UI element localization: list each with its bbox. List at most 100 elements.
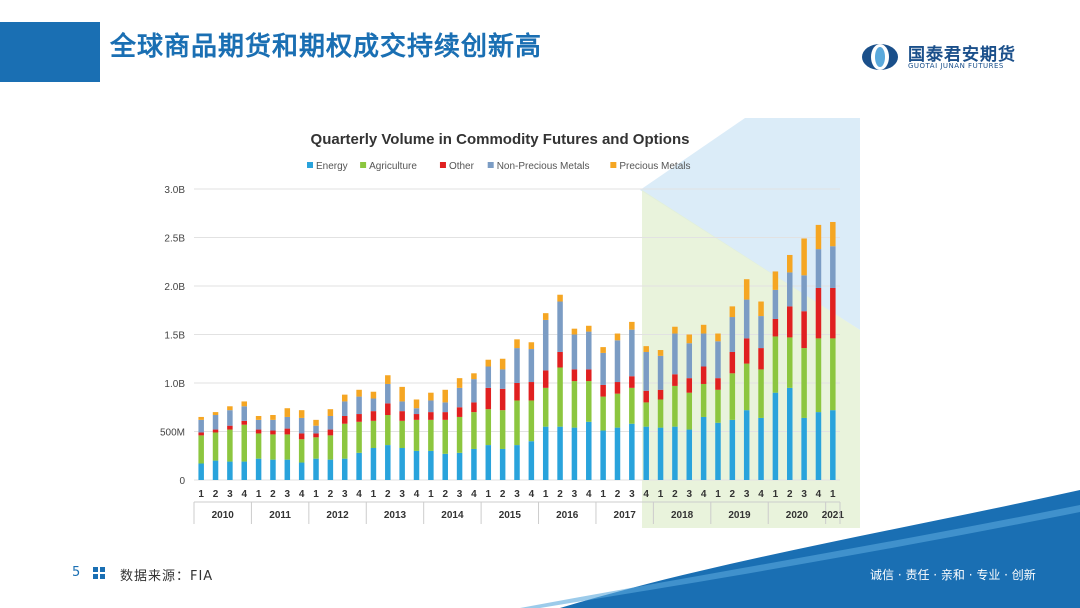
bar-segment — [743, 279, 750, 300]
bar-segment — [313, 437, 319, 459]
bar-segment — [700, 366, 707, 384]
bar-segment — [399, 386, 405, 402]
bar-segment — [571, 381, 578, 428]
x-quarter-label: 3 — [457, 489, 463, 500]
bar-segment — [614, 333, 621, 341]
legend-label-0: Energy — [316, 161, 348, 172]
bar-segment — [758, 348, 764, 370]
x-quarter-label: 3 — [227, 489, 233, 500]
bar-segment — [356, 389, 362, 397]
bar-segment — [284, 416, 291, 429]
bar-segment — [298, 462, 305, 480]
bar-segment — [442, 389, 448, 403]
bar-segment — [327, 435, 334, 460]
bar-segment — [542, 370, 549, 388]
bar-segment — [729, 317, 736, 352]
bar-segment — [700, 383, 707, 417]
bar-segment — [341, 458, 348, 480]
bar-segment — [227, 410, 233, 426]
bar-segment — [586, 369, 592, 382]
bar-segment — [772, 318, 779, 337]
bar-segment — [629, 329, 635, 377]
bar-segment — [370, 398, 377, 412]
x-year-label: 2015 — [499, 510, 522, 521]
bar-segment — [227, 406, 233, 411]
bar-segment — [571, 427, 578, 480]
y-tick-label: 1.0B — [164, 379, 185, 390]
bar-segment — [442, 412, 448, 420]
x-quarter-label: 2 — [500, 489, 506, 500]
guotai-junan-logo-icon — [862, 44, 898, 70]
bar-segment — [672, 326, 678, 334]
bar-segment — [686, 429, 693, 480]
y-tick-label: 2.5B — [164, 234, 185, 245]
bar-segment — [557, 294, 563, 302]
x-year-label: 2016 — [556, 510, 579, 521]
bar-segment — [356, 452, 362, 480]
bar-segment — [341, 415, 348, 424]
bar-segment — [542, 387, 549, 427]
x-quarter-label: 3 — [801, 489, 807, 500]
bar-segment — [413, 399, 420, 409]
bar-segment — [557, 351, 563, 368]
bar-segment — [686, 334, 693, 344]
bar-segment — [471, 448, 477, 480]
bar-segment — [758, 417, 764, 480]
x-year-label: 2012 — [326, 510, 349, 521]
bar-segment — [514, 339, 520, 349]
x-quarter-label: 1 — [428, 489, 434, 500]
bar-segment — [657, 350, 664, 356]
bar-segment — [327, 429, 334, 436]
bar-segment — [729, 351, 736, 374]
bar-segment — [686, 343, 693, 379]
x-quarter-label: 4 — [816, 489, 822, 500]
bar-segment — [815, 412, 822, 480]
bar-segment — [485, 359, 492, 367]
bar-segment — [557, 426, 563, 480]
x-quarter-label: 2 — [442, 489, 448, 500]
x-quarter-label: 3 — [572, 489, 578, 500]
bar-segment — [514, 383, 520, 401]
bar-segment — [370, 391, 377, 399]
y-tick-label: 3.0B — [164, 185, 185, 196]
bar-segment — [442, 453, 448, 480]
bar-segment — [442, 402, 448, 413]
bar-segment — [241, 401, 247, 407]
bar-segment — [772, 392, 779, 480]
bar-segment — [499, 358, 506, 370]
bar-segment — [672, 426, 678, 480]
bar-segment — [729, 306, 736, 318]
bar-segment — [801, 238, 807, 276]
legend-swatch-2 — [439, 162, 446, 168]
bar-segment — [772, 271, 779, 290]
bar-segment — [830, 221, 836, 247]
legend-label-3: Non-Precious Metals — [497, 161, 590, 172]
bar-segment — [270, 430, 276, 435]
x-quarter-label: 3 — [744, 489, 750, 500]
bar-segment — [298, 439, 305, 463]
legend-swatch-1 — [360, 162, 367, 168]
bar-segment — [542, 426, 549, 480]
bar-segment — [700, 324, 707, 334]
bar-segment — [399, 411, 405, 421]
bar-segment — [327, 415, 334, 430]
bar-segment — [198, 419, 204, 433]
bar-segment — [485, 387, 492, 410]
x-quarter-label: 2 — [385, 489, 391, 500]
x-year-label: 2010 — [212, 510, 235, 521]
bar-segment — [212, 432, 219, 461]
bar-segment — [815, 287, 822, 339]
bar-segment — [528, 349, 535, 383]
legend-label-4: Precious Metals — [619, 161, 690, 172]
bar-segment — [241, 420, 247, 425]
company-slogan: 诚信 · 责任 · 亲和 · 专业 · 创新 — [870, 568, 1036, 582]
title-accent-block — [0, 22, 100, 82]
x-quarter-label: 2 — [213, 489, 219, 500]
bar-segment — [313, 419, 319, 426]
bar-segment — [672, 333, 678, 375]
y-tick-label: 2.0B — [164, 282, 185, 293]
bar-segment — [557, 301, 563, 352]
bar-segment — [255, 433, 262, 459]
bar-segment — [198, 432, 204, 436]
